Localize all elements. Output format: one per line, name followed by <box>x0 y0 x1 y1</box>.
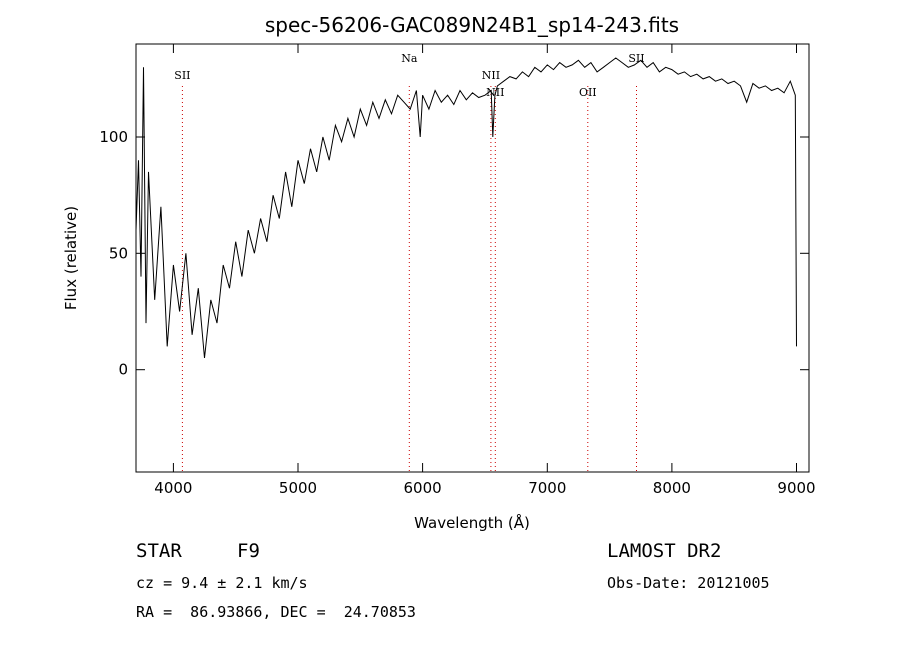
coordinates: RA = 86.93866, DEC = 24.70853 <box>136 603 416 621</box>
y-tick-label: 0 <box>118 361 128 379</box>
obs-date: Obs-Date: 20121005 <box>607 574 770 592</box>
axis-ticks: 4000 5000 6000 7000 8000 9000 0 50 100 <box>99 44 816 497</box>
chart-title: spec-56206-GAC089N24B1_sp14-243.fits <box>265 13 679 37</box>
line-marker-label: SII <box>174 69 190 82</box>
x-tick-label: 4000 <box>154 479 192 497</box>
line-marker-label: Na <box>401 52 418 65</box>
y-tick-label: 50 <box>109 244 128 262</box>
x-tick-label: 5000 <box>279 479 317 497</box>
line-marker-label: SII <box>628 52 644 65</box>
object-subclass: F9 <box>237 540 260 562</box>
y-axis-label: Flux (relative) <box>62 206 80 310</box>
survey-name: LAMOST DR2 <box>607 540 722 562</box>
x-tick-label: 7000 <box>528 479 566 497</box>
x-tick-label: 9000 <box>777 479 815 497</box>
y-tick-label: 100 <box>99 128 128 146</box>
x-tick-label: 6000 <box>404 479 442 497</box>
plot-frame <box>135 43 810 473</box>
object-type: STAR <box>136 540 182 562</box>
x-axis-label: Wavelength (Å) <box>414 513 530 532</box>
x-tick-label: 8000 <box>653 479 691 497</box>
redshift-text: cz = 9.4 ± 2.1 km/s <box>136 574 308 592</box>
line-marker-label: NII <box>482 69 500 82</box>
line-marker-label: OII <box>579 86 597 99</box>
spectrum-line <box>135 57 797 359</box>
